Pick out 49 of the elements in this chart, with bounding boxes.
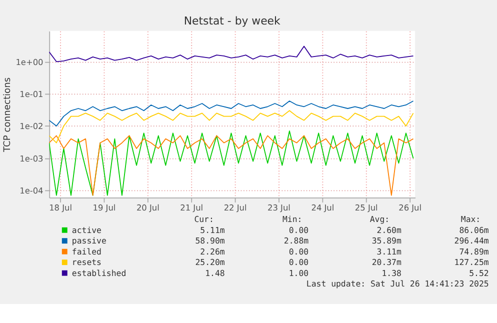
line-series <box>49 110 414 144</box>
legend-label: resets <box>72 257 102 268</box>
x-tick-label: 19 Jul <box>92 202 116 213</box>
text: 2.88m <box>284 236 309 246</box>
text: 74.89m <box>459 246 489 256</box>
legend-label: established <box>72 268 126 278</box>
text: 296.44m <box>454 236 489 246</box>
text: Last update: Sat Jul 26 14:41:23 2025 <box>306 278 489 289</box>
y-tick-label: 1e-04 <box>20 186 44 196</box>
y-axis-title: TCP connections <box>3 77 14 153</box>
text: 1.48 <box>205 268 225 278</box>
text: Max: <box>460 214 481 224</box>
x-tick-label: 23 Jul <box>268 202 290 213</box>
x-tick-label: 25 Jul <box>354 202 378 213</box>
x-tick-label: 20 Jul <box>136 202 160 213</box>
legend-label: failed <box>72 246 102 256</box>
text: 1.00 <box>288 268 309 278</box>
text: Min: <box>282 214 302 224</box>
line-series <box>49 100 414 126</box>
text: 0.00 <box>288 224 309 235</box>
text: 20.37m <box>372 257 402 268</box>
line-series <box>49 46 414 62</box>
text: 3.11m <box>376 246 402 256</box>
text: 0.00 <box>288 257 309 268</box>
text: 2.60m <box>376 224 402 235</box>
text: 25.20m <box>195 257 225 268</box>
chart-title: Netstat - by week <box>184 14 282 28</box>
text: Cur: <box>194 214 214 224</box>
text: 86.06m <box>459 224 489 235</box>
text: 127.25m <box>454 257 489 268</box>
y-tick-label: 1e-03 <box>20 153 44 164</box>
x-tick-label: 24 Jul <box>311 202 334 213</box>
y-tick-label: 1e-02 <box>20 121 44 132</box>
legend-label: active <box>72 224 102 235</box>
y-tick-label: 1e-01 <box>20 89 44 100</box>
text: 2.26m <box>200 246 225 256</box>
text: Avg: <box>370 214 390 224</box>
x-tick-label: 21 Jul <box>180 202 204 213</box>
x-tick-label: 18 Jul <box>49 202 72 213</box>
text: 35.89m <box>372 236 402 246</box>
text: 5.11m <box>200 224 225 235</box>
x-tick-label: 26 Jul <box>398 202 422 213</box>
text: 58.90m <box>195 236 225 246</box>
text: 1.38 <box>382 268 402 278</box>
text: 5.52 <box>469 268 489 278</box>
y-tick-label: 1e+00 <box>16 56 44 67</box>
x-tick-label: 22 Jul <box>224 202 247 213</box>
text: 0.00 <box>288 246 309 256</box>
legend-label: passive <box>72 236 106 246</box>
